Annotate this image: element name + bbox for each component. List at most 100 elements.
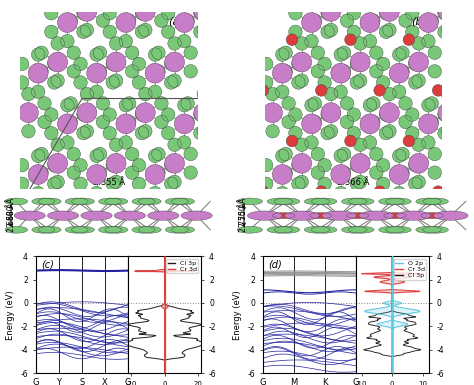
Circle shape — [273, 63, 292, 83]
Circle shape — [126, 65, 139, 78]
Circle shape — [67, 147, 81, 161]
Circle shape — [99, 226, 121, 233]
Circle shape — [148, 48, 162, 61]
Circle shape — [409, 159, 422, 172]
Circle shape — [341, 198, 367, 205]
Circle shape — [194, 126, 207, 140]
Circle shape — [423, 226, 448, 233]
Circle shape — [266, 87, 279, 101]
Circle shape — [295, 138, 309, 151]
Circle shape — [64, 14, 78, 27]
Circle shape — [289, 126, 302, 140]
Circle shape — [340, 115, 354, 129]
Circle shape — [305, 34, 318, 48]
Circle shape — [370, 147, 383, 161]
Circle shape — [399, 97, 412, 110]
Circle shape — [74, 177, 87, 191]
Circle shape — [259, 159, 273, 172]
Circle shape — [267, 198, 293, 205]
Circle shape — [168, 74, 181, 87]
Circle shape — [409, 177, 422, 191]
Circle shape — [423, 198, 448, 205]
Circle shape — [428, 65, 441, 78]
Circle shape — [172, 198, 194, 205]
Circle shape — [396, 46, 409, 59]
Circle shape — [28, 63, 48, 83]
Circle shape — [47, 76, 61, 89]
Circle shape — [403, 34, 415, 45]
Circle shape — [122, 14, 136, 27]
Circle shape — [145, 63, 165, 83]
Circle shape — [15, 76, 29, 89]
Circle shape — [122, 97, 136, 110]
Circle shape — [174, 114, 194, 134]
Circle shape — [80, 124, 93, 138]
Circle shape — [148, 149, 162, 162]
Circle shape — [292, 153, 312, 173]
Circle shape — [379, 25, 393, 38]
Text: (c): (c) — [41, 259, 54, 270]
Circle shape — [138, 87, 152, 101]
Circle shape — [90, 85, 103, 99]
Circle shape — [310, 213, 332, 219]
Circle shape — [295, 37, 309, 50]
Circle shape — [392, 48, 406, 61]
Circle shape — [275, 149, 289, 162]
Circle shape — [376, 76, 390, 89]
Circle shape — [272, 213, 295, 219]
Circle shape — [164, 52, 184, 72]
Circle shape — [103, 108, 117, 121]
Circle shape — [257, 186, 269, 198]
Circle shape — [428, 166, 441, 179]
Circle shape — [145, 164, 165, 184]
Circle shape — [321, 7, 334, 20]
Circle shape — [5, 226, 27, 233]
Circle shape — [138, 23, 152, 37]
Circle shape — [51, 138, 64, 151]
Circle shape — [334, 186, 347, 200]
Circle shape — [370, 65, 383, 78]
Text: 2.680 Å: 2.680 Å — [7, 203, 16, 232]
Circle shape — [126, 46, 139, 59]
Circle shape — [324, 87, 337, 101]
Circle shape — [22, 124, 35, 138]
Circle shape — [409, 52, 428, 72]
Circle shape — [350, 57, 364, 70]
Circle shape — [77, 103, 97, 122]
Circle shape — [360, 13, 380, 32]
Circle shape — [379, 7, 393, 20]
Circle shape — [51, 37, 64, 50]
Circle shape — [347, 7, 361, 20]
Circle shape — [35, 166, 48, 179]
Circle shape — [152, 166, 165, 179]
Circle shape — [31, 85, 45, 99]
Circle shape — [438, 7, 451, 20]
Circle shape — [275, 85, 289, 99]
Circle shape — [409, 76, 422, 89]
Circle shape — [164, 57, 178, 70]
Circle shape — [5, 198, 27, 205]
Circle shape — [194, 25, 207, 38]
Circle shape — [14, 211, 46, 220]
Y-axis label: Energy (eV): Energy (eV) — [233, 290, 242, 340]
Circle shape — [331, 63, 351, 83]
Circle shape — [311, 46, 325, 59]
Circle shape — [77, 2, 97, 21]
Circle shape — [51, 74, 64, 87]
Circle shape — [337, 65, 351, 78]
Circle shape — [136, 103, 155, 122]
Circle shape — [90, 186, 103, 200]
Circle shape — [45, 126, 58, 140]
Circle shape — [350, 177, 364, 191]
Circle shape — [138, 226, 161, 233]
Circle shape — [345, 135, 356, 147]
Circle shape — [90, 48, 103, 61]
Circle shape — [247, 211, 283, 220]
Circle shape — [438, 25, 451, 38]
Circle shape — [292, 177, 305, 191]
Circle shape — [324, 23, 337, 37]
Circle shape — [162, 25, 175, 38]
Circle shape — [421, 213, 443, 219]
Circle shape — [48, 153, 68, 173]
Circle shape — [135, 126, 149, 140]
